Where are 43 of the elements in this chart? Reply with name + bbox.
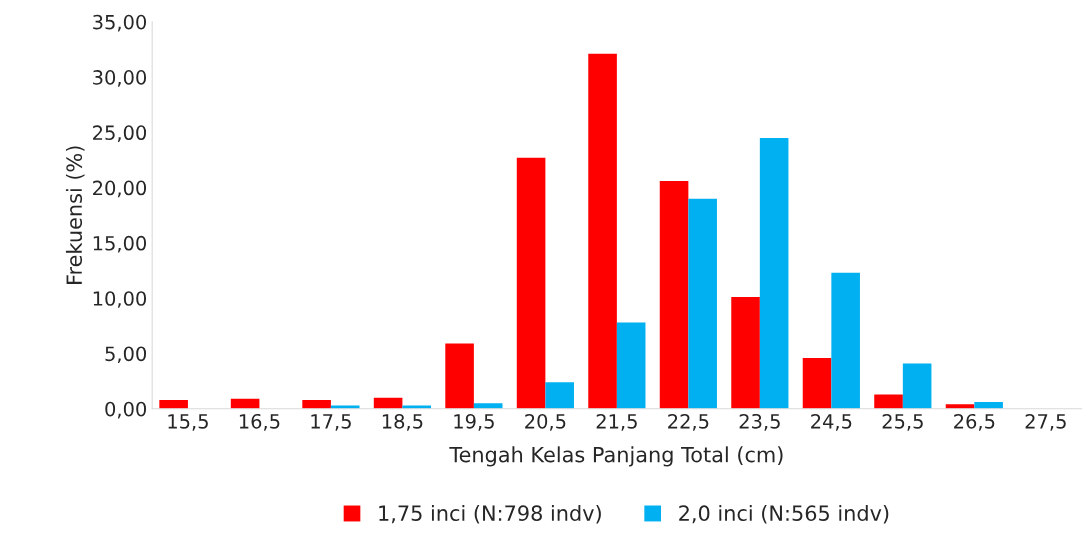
bar — [731, 297, 760, 409]
x-tick-label: 16,5 — [239, 413, 280, 431]
bar — [688, 198, 717, 409]
x-tick-label: 20,5 — [525, 413, 566, 431]
bar — [402, 405, 431, 409]
y-axis-title: Frekuensi (%) — [65, 146, 85, 284]
bar — [874, 394, 903, 409]
bar — [516, 157, 546, 409]
y-tick-label: 30,00 — [93, 70, 147, 87]
y-tick-label: 20,00 — [93, 180, 147, 198]
x-tick-label: 27,5 — [1025, 413, 1066, 431]
bar — [831, 272, 860, 409]
y-tick-label: 5,00 — [105, 346, 147, 364]
legend-label: 2,0 inci (N:565 indv) — [679, 504, 889, 524]
y-tick-label: 10,00 — [93, 291, 147, 308]
bar — [616, 322, 646, 409]
bar — [902, 363, 932, 409]
x-tick-label: 24,5 — [811, 413, 852, 431]
bar — [974, 402, 1003, 409]
bar — [159, 399, 188, 409]
x-tick-label: 18,5 — [382, 413, 423, 431]
x-tick-label: 25,5 — [882, 413, 923, 431]
bar — [802, 357, 832, 409]
y-tick-label: 25,00 — [93, 125, 147, 142]
bar — [545, 382, 574, 409]
bar — [330, 405, 360, 409]
x-tick-label: 19,5 — [454, 413, 494, 431]
bar — [302, 399, 331, 409]
x-tick-label: 21,5 — [596, 413, 637, 431]
x-axis-title: Tengah Kelas Panjang Total (cm) — [449, 446, 783, 467]
x-tick-label: 26,5 — [954, 413, 995, 431]
y-tick-label: 35,00 — [93, 14, 147, 32]
y-tick-label: 15,00 — [93, 235, 147, 253]
bar — [659, 181, 689, 409]
bar — [445, 343, 474, 409]
x-tick-label: 15,5 — [168, 414, 208, 431]
legend-label: 1,75 inci (N:798 indv) — [379, 504, 601, 524]
x-tick-label: 22,5 — [668, 413, 709, 431]
bar — [588, 53, 617, 409]
y-tick-label: 0,00 — [105, 401, 147, 419]
bar — [759, 137, 789, 409]
x-tick-label: 23,5 — [739, 413, 780, 431]
x-tick-label: 17,5 — [311, 414, 351, 431]
